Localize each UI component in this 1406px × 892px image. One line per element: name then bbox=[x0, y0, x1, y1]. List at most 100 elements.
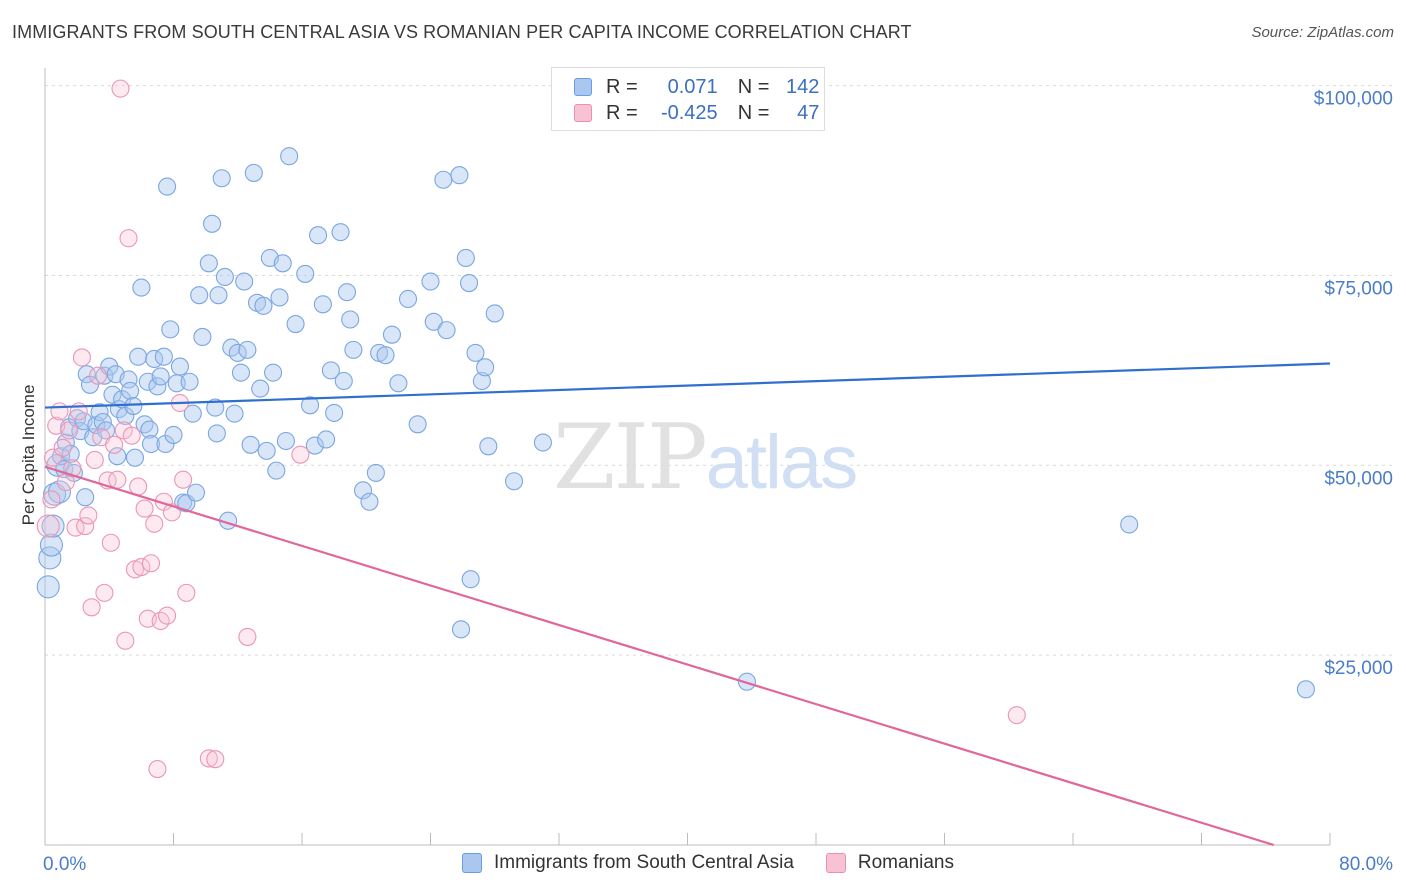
point-south-central-asia bbox=[337, 283, 357, 302]
point-south-central-asia bbox=[461, 570, 480, 589]
point-south-central-asia bbox=[129, 347, 148, 366]
point-south-central-asia bbox=[408, 415, 427, 434]
legend-swatch-blue bbox=[574, 78, 592, 96]
point-south-central-asia bbox=[434, 170, 453, 189]
point-south-central-asia bbox=[476, 358, 495, 377]
point-romanians bbox=[141, 554, 161, 573]
point-romanians bbox=[101, 533, 120, 552]
legend-swatch-pink bbox=[825, 853, 846, 873]
point-south-central-asia bbox=[376, 346, 395, 365]
point-south-central-asia bbox=[251, 379, 270, 398]
legend-label: Immigrants from South Central Asia bbox=[494, 852, 794, 873]
point-south-central-asia bbox=[207, 424, 226, 443]
point-south-central-asia bbox=[121, 381, 140, 400]
point-south-central-asia bbox=[190, 286, 209, 305]
point-south-central-asia bbox=[331, 223, 350, 242]
x-tick-label: 80.0% bbox=[1339, 854, 1393, 875]
point-south-central-asia bbox=[276, 431, 295, 451]
point-romanians bbox=[43, 448, 63, 467]
point-south-central-asia bbox=[154, 347, 173, 366]
point-south-central-asia bbox=[212, 169, 231, 188]
point-romanians bbox=[238, 627, 257, 646]
point-south-central-asia bbox=[456, 248, 475, 268]
point-romanians bbox=[60, 421, 79, 440]
point-romanians bbox=[50, 402, 69, 421]
point-romanians bbox=[85, 450, 104, 470]
series-points bbox=[36, 79, 1315, 779]
point-south-central-asia bbox=[135, 415, 154, 434]
point-romanians bbox=[76, 516, 95, 536]
point-romanians bbox=[66, 518, 85, 537]
point-romanians bbox=[135, 499, 154, 518]
point-south-central-asia bbox=[485, 304, 504, 323]
point-south-central-asia bbox=[344, 340, 363, 359]
legend-n-label: N = bbox=[737, 75, 770, 98]
y-tick-label: $25,000 bbox=[1324, 658, 1393, 679]
point-south-central-asia bbox=[140, 420, 159, 439]
point-south-central-asia bbox=[280, 147, 299, 166]
point-south-central-asia bbox=[273, 254, 292, 273]
point-south-central-asia bbox=[479, 437, 498, 456]
point-south-central-asia bbox=[183, 404, 202, 423]
legend-r-value: 0.071 bbox=[667, 75, 718, 98]
series-legend: Immigrants from South Central Asia Roman… bbox=[462, 852, 986, 874]
legend-swatch-pink bbox=[574, 104, 592, 122]
axes bbox=[44, 68, 1331, 846]
point-south-central-asia bbox=[270, 288, 289, 307]
trend-line-romanians bbox=[44, 465, 1275, 847]
point-romanians bbox=[111, 79, 130, 98]
legend-item-romanians[interactable]: Romanians bbox=[825, 852, 954, 874]
point-south-central-asia bbox=[77, 365, 96, 384]
point-south-central-asia bbox=[504, 472, 524, 491]
point-south-central-asia bbox=[451, 620, 471, 639]
point-south-central-asia bbox=[313, 295, 332, 314]
point-south-central-asia bbox=[305, 436, 324, 455]
point-south-central-asia bbox=[148, 377, 167, 396]
legend-r-label: R = bbox=[606, 101, 638, 124]
point-south-central-asia bbox=[238, 340, 257, 359]
point-romanians bbox=[145, 514, 164, 533]
point-south-central-asia bbox=[1120, 515, 1139, 534]
point-south-central-asia bbox=[254, 296, 273, 315]
point-romanians bbox=[177, 583, 196, 602]
point-south-central-asia bbox=[228, 343, 247, 362]
point-romanians bbox=[105, 435, 124, 454]
point-south-central-asia bbox=[341, 310, 360, 329]
point-south-central-asia bbox=[421, 272, 440, 291]
point-south-central-asia bbox=[235, 272, 254, 291]
chart-title: IMMIGRANTS FROM SOUTH CENTRAL ASIA VS RO… bbox=[12, 22, 912, 42]
x-tick-labels: 0.0% 80.0% bbox=[43, 854, 1393, 875]
correlation-legend: R = 0.071 N = 142 R = -0.425 N = 47 bbox=[551, 67, 825, 131]
point-south-central-asia bbox=[161, 320, 180, 339]
point-south-central-asia bbox=[466, 343, 485, 362]
point-romanians bbox=[132, 558, 151, 577]
point-romanians bbox=[53, 438, 72, 457]
point-south-central-asia bbox=[296, 264, 315, 283]
point-south-central-asia bbox=[193, 327, 212, 347]
point-south-central-asia bbox=[424, 312, 443, 331]
point-south-central-asia bbox=[437, 321, 456, 340]
point-south-central-asia bbox=[170, 357, 189, 376]
legend-item-south-central-asia[interactable]: Immigrants from South Central Asia bbox=[462, 852, 794, 874]
point-south-central-asia bbox=[164, 425, 183, 444]
point-south-central-asia bbox=[95, 366, 114, 385]
legend-n-label: N = bbox=[737, 101, 770, 124]
point-south-central-asia bbox=[398, 289, 418, 309]
point-romanians bbox=[174, 470, 193, 489]
point-romanians bbox=[148, 760, 167, 779]
point-romanians bbox=[291, 445, 310, 464]
trend-line-south-central-asia bbox=[44, 362, 1331, 409]
point-romanians bbox=[72, 348, 91, 367]
point-south-central-asia bbox=[286, 314, 305, 334]
point-south-central-asia bbox=[151, 367, 170, 386]
point-south-central-asia bbox=[158, 177, 177, 196]
legend-n-value: 47 bbox=[797, 101, 820, 124]
trend-lines bbox=[44, 362, 1331, 847]
point-south-central-asia bbox=[472, 371, 491, 391]
legend-label: Romanians bbox=[857, 852, 954, 873]
point-south-central-asia bbox=[225, 404, 244, 423]
point-south-central-asia bbox=[124, 397, 143, 416]
point-south-central-asia bbox=[366, 463, 385, 482]
point-romanians bbox=[1007, 706, 1026, 725]
